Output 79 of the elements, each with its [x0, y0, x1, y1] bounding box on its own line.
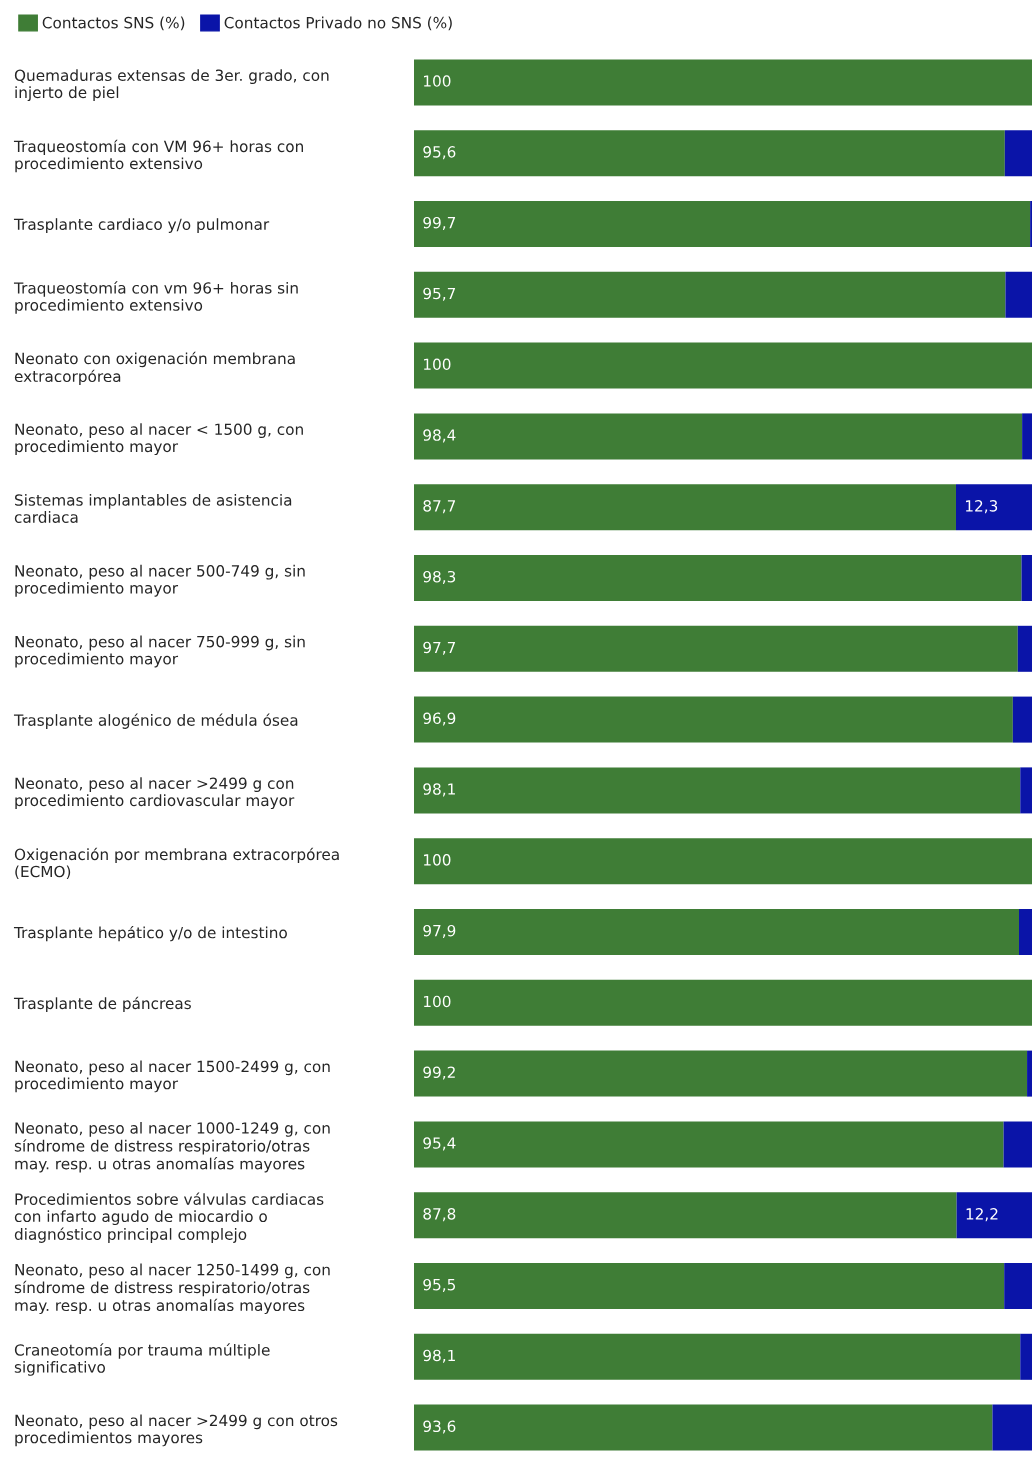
bar	[414, 979, 1032, 1026]
y-tick-label: Neonato con oxigenación membrana extracorpórea	[14, 351, 295, 386]
bar	[1021, 554, 1032, 602]
bar	[1017, 625, 1032, 672]
bar	[1020, 767, 1032, 814]
bar	[414, 59, 1032, 106]
y-tick-label: Trasplante alogénico de médula ósea	[13, 713, 298, 729]
y-tick-label: Neonato, peso al nacer 1250-1499 g, con síndrome de distress respiratorio/otras may. resp. u otras anomalías mayores	[14, 1263, 330, 1315]
legend-label: Contactos Privado no SNS (%)	[224, 16, 452, 31]
y-tick-label: Neonato, peso al nacer 1500-2499 g, con procedimiento mayor	[15, 1060, 330, 1093]
data-label: 98,1	[423, 783, 455, 797]
bar	[1012, 696, 1032, 743]
data-label: 99,2	[423, 1066, 455, 1080]
y-tick-label: Craneotomía por trauma múltiple significativo	[14, 1343, 270, 1376]
y-tick-label: Procedimientos sobre válvulas cardiacas con infarto agudo de miocardio o diagnóstico principal complejo	[14, 1192, 324, 1243]
bar	[1005, 271, 1032, 318]
y-tick-label: Trasplante hepático y/o de intestino	[13, 925, 287, 942]
bar	[1004, 1262, 1032, 1310]
legend-label: Contactos SNS (%)	[42, 16, 185, 31]
data-label: 100	[424, 75, 451, 87]
y-tick-label: Trasplante de páncreas	[13, 996, 191, 1013]
y-tick-label: Neonato, peso al nacer < 1500 g, con procedimiento mayor	[15, 423, 303, 456]
y-tick-label: Neonato, peso al nacer 500-749 g, sin procedimiento mayor	[15, 564, 305, 597]
bar	[414, 484, 956, 531]
bar	[414, 696, 1013, 743]
data-label: 98,4	[423, 429, 456, 443]
y-tick-label: Sistemas implantables de asistencia cardiaca	[14, 494, 292, 523]
data-label: 100	[424, 358, 451, 371]
bar	[414, 554, 1022, 602]
y-tick-label: Neonato, peso al nacer >2499 g con procedimiento cardiovascular mayor	[15, 777, 295, 810]
data-label: 98,1	[423, 1349, 455, 1363]
bar	[414, 1192, 957, 1239]
bar	[956, 1192, 1032, 1239]
y-tick-label: Neonato, peso al nacer 750-999 g, sin procedimiento mayor	[15, 635, 305, 668]
data-label: 12,2	[966, 1208, 998, 1222]
bar	[1004, 130, 1032, 177]
data-label: 93,6	[423, 1420, 456, 1434]
data-label: 95,7	[423, 287, 456, 301]
bar	[414, 1262, 1005, 1310]
bar	[414, 838, 1032, 885]
bar	[1003, 1121, 1032, 1168]
bar	[414, 130, 1005, 177]
y-tick-label: Quemaduras extensas de 3er. grado, con injerto de piel	[14, 69, 329, 102]
data-label: 95,4	[423, 1137, 456, 1151]
bar	[1027, 1050, 1032, 1097]
bar	[414, 1333, 1021, 1380]
data-label: 97,9	[423, 924, 456, 938]
bar	[414, 1050, 1028, 1097]
data-label: 95,5	[423, 1278, 456, 1292]
data-label: 12,3	[966, 500, 998, 514]
bar	[1020, 1333, 1032, 1380]
bar	[1019, 908, 1032, 956]
bar	[955, 484, 1032, 531]
data-label: 96,9	[423, 712, 456, 726]
data-label: 87,8	[423, 1208, 456, 1222]
data-label: 97,7	[423, 641, 456, 655]
bar	[414, 908, 1020, 956]
bar	[414, 625, 1018, 672]
y-tick-label: Neonato, peso al nacer >2499 g con otros procedimientos mayores	[15, 1414, 338, 1447]
bar	[414, 1404, 993, 1451]
data-label: 98,3	[423, 570, 456, 584]
bar	[1022, 413, 1032, 460]
bar	[414, 342, 1032, 389]
data-label: 95,6	[423, 146, 456, 160]
y-tick-label: Neonato, peso al nacer 1000-1249 g, con síndrome de distress respiratorio/otras may. resp. u otras anomalías mayores	[14, 1121, 330, 1173]
bar	[414, 200, 1031, 248]
data-label: 100	[424, 854, 451, 866]
bar	[414, 413, 1023, 460]
bar	[414, 1121, 1004, 1168]
y-tick-label: Traqueostomía con VM 96+ horas con procedimiento extensivo	[13, 139, 303, 173]
y-tick-label: Oxigenación por membrana extracorpórea (ECMO)	[14, 847, 339, 880]
y-tick-label: Trasplante cardiaco y/o pulmonar	[13, 218, 270, 233]
data-label: 87,7	[423, 500, 456, 514]
data-label: 99,7	[423, 216, 456, 230]
bar	[414, 767, 1021, 814]
y-tick-label: Traqueostomía con vm 96+ horas sin procedimiento extensivo	[13, 281, 298, 314]
data-label: 100	[424, 995, 451, 1008]
bar	[992, 1404, 1032, 1451]
bar	[414, 271, 1006, 318]
